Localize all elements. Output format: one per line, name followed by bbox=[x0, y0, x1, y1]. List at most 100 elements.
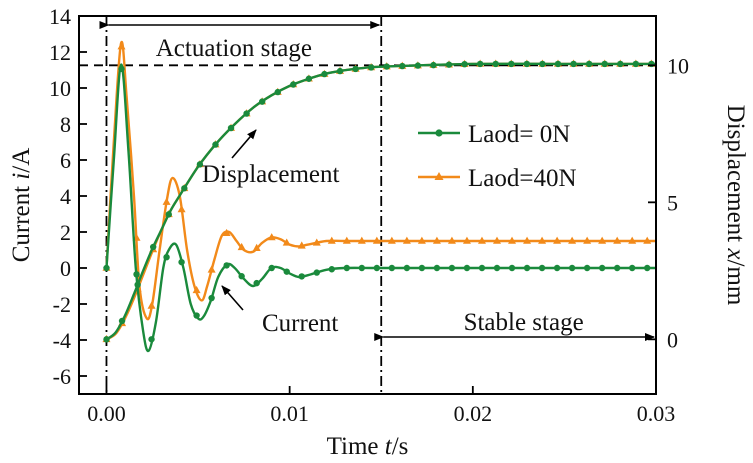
y-left-tick-label: 6 bbox=[60, 148, 71, 173]
y-left-tick-label: 2 bbox=[60, 220, 71, 245]
load-0n-displacement-point bbox=[103, 336, 110, 343]
load-40n-current-line bbox=[105, 40, 656, 321]
load-40n-current-point bbox=[177, 205, 186, 213]
load-0n-current-point bbox=[508, 264, 516, 272]
load-0n-displacement-point bbox=[274, 88, 281, 96]
load-40n-current-point bbox=[613, 236, 622, 244]
x-axis-label: Time t/s bbox=[327, 433, 409, 460]
load-0n-current-point bbox=[418, 264, 426, 272]
load-40n-current-point bbox=[222, 228, 231, 237]
x-axis-label-unit: /s bbox=[392, 433, 409, 460]
load-0n-displacement-point bbox=[632, 60, 640, 68]
load-40n-current-point bbox=[252, 243, 261, 251]
load-40n-current-point bbox=[267, 233, 276, 241]
load-0n-displacement-point bbox=[352, 65, 359, 73]
y-left-tick-label: 10 bbox=[49, 76, 71, 101]
load-0n-current-point bbox=[523, 264, 531, 272]
y-right-tick-label: 0 bbox=[667, 327, 678, 352]
load-0n-current-point bbox=[613, 264, 621, 272]
load-0n-current-point bbox=[283, 268, 290, 275]
legend-marker-load-40n bbox=[434, 172, 444, 180]
displacement-annotation: Displacement bbox=[202, 161, 340, 188]
load-0n-displacement-point bbox=[149, 243, 157, 251]
load-0n-displacement-point bbox=[445, 61, 453, 68]
load-0n-displacement-point bbox=[118, 317, 126, 325]
load-0n-current-point bbox=[583, 264, 591, 272]
load-0n-displacement-point bbox=[181, 185, 188, 192]
y-left-tick-label: 4 bbox=[60, 184, 71, 209]
x-axis-label-variable: t bbox=[385, 433, 393, 460]
load-0n-current-point bbox=[148, 336, 155, 343]
load-40n-current-point bbox=[598, 236, 607, 244]
load-0n-current-point bbox=[103, 264, 110, 272]
load-0n-current-point bbox=[133, 271, 140, 278]
y-right-axis-label-variable: x bbox=[722, 247, 749, 259]
load-0n-displacement-point bbox=[570, 60, 577, 68]
load-0n-current-point bbox=[193, 312, 200, 319]
load-0n-current-point bbox=[313, 269, 320, 276]
x-tick-label: 0.00 bbox=[87, 401, 126, 426]
y-right-tick-label: 10 bbox=[667, 53, 689, 78]
load-0n-current-point bbox=[238, 273, 245, 280]
load-40n-current-point bbox=[312, 238, 321, 246]
load-0n-displacement-point bbox=[476, 60, 484, 68]
plot-frame bbox=[78, 15, 657, 395]
load-40n-current-point bbox=[583, 236, 592, 244]
load-0n-current-point bbox=[628, 264, 636, 272]
load-0n-displacement-point bbox=[492, 60, 499, 68]
load-0n-displacement-point bbox=[601, 60, 608, 68]
y-left-tick-label: 8 bbox=[60, 112, 71, 137]
actuation-stage-label: Actuation stage bbox=[156, 35, 312, 62]
load-0n-current-point bbox=[568, 264, 576, 272]
load-0n-displacement-point bbox=[523, 60, 531, 68]
load-0n-displacement-point bbox=[399, 62, 406, 70]
load-40n-current-point bbox=[282, 238, 291, 246]
load-0n-current-point bbox=[433, 264, 441, 272]
load-40n-current-point bbox=[117, 42, 126, 50]
load-0n-current-point bbox=[553, 264, 561, 272]
load-40n-current-point bbox=[628, 236, 637, 244]
load-0n-current-point bbox=[463, 264, 471, 272]
load-40n-current-point bbox=[372, 236, 381, 244]
legend-label-load-0n: Laod= 0N bbox=[468, 121, 570, 148]
load-0n-current-point bbox=[118, 65, 125, 73]
y-left-tick-label: 12 bbox=[49, 40, 71, 65]
x-tick-label: 0.03 bbox=[637, 401, 676, 426]
load-40n-current-point bbox=[207, 265, 216, 273]
load-40n-current-point bbox=[493, 236, 501, 244]
legend-label-load-40n: Laod=40N bbox=[468, 165, 577, 192]
load-40n-current-point bbox=[297, 241, 306, 249]
load-0n-displacement-point bbox=[290, 81, 297, 88]
load-0n-current-point bbox=[478, 264, 486, 272]
y-right-axis-label-unit: /mm bbox=[722, 259, 749, 305]
load-0n-displacement-point bbox=[196, 161, 204, 168]
load-40n-current-point bbox=[568, 236, 577, 244]
load-0n-current-point bbox=[343, 264, 350, 272]
load-0n-displacement-point bbox=[585, 60, 593, 68]
current-annotation: Current bbox=[262, 310, 338, 337]
load-0n-displacement-point bbox=[554, 60, 562, 68]
load-0n-displacement-point bbox=[243, 110, 250, 117]
load-40n-current-point bbox=[523, 236, 532, 244]
x-tick-label: 0.02 bbox=[454, 401, 493, 426]
load-0n-current-point bbox=[298, 273, 305, 280]
load-40n-current-point bbox=[162, 197, 171, 205]
y-left-axis-label-unit: /A bbox=[8, 148, 35, 173]
load-0n-displacement-point bbox=[461, 60, 468, 68]
load-0n-current-point bbox=[373, 264, 381, 272]
load-40n-current-point bbox=[477, 236, 486, 244]
load-0n-displacement-point bbox=[336, 67, 344, 75]
x-tick-label: 0.01 bbox=[270, 401, 309, 426]
load-0n-displacement-point bbox=[321, 70, 328, 78]
load-40n-current-point bbox=[387, 236, 396, 244]
load-0n-current-point bbox=[493, 264, 501, 272]
load-0n-current-point bbox=[358, 264, 366, 272]
load-40n-current-point bbox=[147, 301, 156, 309]
load-0n-current-point bbox=[388, 264, 396, 272]
load-0n-displacement-line bbox=[105, 62, 656, 341]
load-0n-current-point bbox=[268, 264, 275, 272]
load-0n-current-point bbox=[223, 262, 230, 269]
load-40n-current-point bbox=[432, 236, 441, 244]
y-left-tick-label: -6 bbox=[53, 364, 71, 389]
